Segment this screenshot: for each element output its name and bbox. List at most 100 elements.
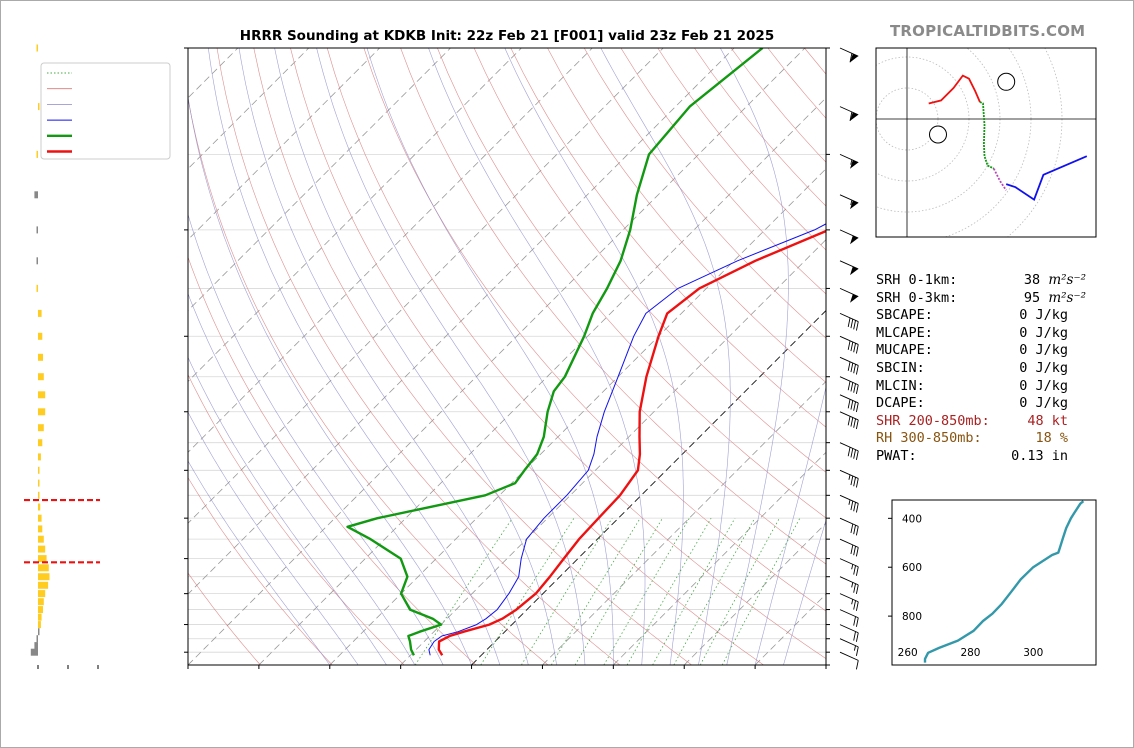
stat-label: MUCAPE: — [876, 342, 933, 359]
stat-row: MLCIN: 0 J/kg — [876, 378, 1096, 396]
wind-barb-full — [853, 565, 856, 575]
omega-bar — [38, 466, 40, 474]
wind-barb-full — [847, 399, 851, 409]
omega-bar — [38, 606, 43, 614]
isotherm-line — [683, 522, 826, 665]
wind-barb-full — [855, 660, 859, 670]
mixing-ratio-line — [699, 518, 780, 665]
omega-bar — [38, 424, 44, 432]
wind-barb-full — [847, 340, 851, 350]
stat-label: RH 300-850mb: — [876, 430, 982, 447]
wind-barb-staff — [839, 312, 859, 322]
omega-bar — [34, 642, 38, 650]
wind-barb-full — [855, 646, 859, 656]
omega-bar — [38, 628, 40, 636]
omega-bar — [38, 373, 44, 381]
stat-value: 0 J/kg — [1019, 342, 1068, 359]
wind-barb-half — [850, 159, 853, 165]
wind-barb-full — [855, 344, 859, 354]
mixing-ratio-line — [414, 517, 513, 665]
stat-row: DCAPE: 0 J/kg — [876, 395, 1096, 413]
stat-row: RH 300-850mb: 18 % — [876, 430, 1096, 448]
isotherm-line — [400, 239, 826, 665]
isotherm-line — [188, 48, 593, 453]
wind-barb-staff — [839, 106, 859, 116]
isotherm-line — [188, 48, 522, 383]
wind-barb-full — [855, 419, 859, 430]
omega-bar — [38, 503, 41, 511]
wind-barb — [839, 287, 859, 303]
stats-panel: SRH 0-1km: 38 m²s⁻² SRH 0-3km: 95 m²s⁻² SBCA… — [876, 272, 1096, 466]
wind-barb-half — [848, 474, 851, 480]
wind-barb-full — [855, 402, 859, 413]
omega-bar — [38, 613, 42, 621]
wind-barb-staff — [839, 442, 859, 452]
mixing-ratio-line — [480, 517, 575, 665]
stat-label: SHR 200-850mb: — [876, 412, 990, 429]
omega-bar — [38, 535, 44, 543]
stat-value: 48 kt — [1027, 412, 1068, 429]
wind-barb-full — [855, 566, 859, 576]
wind-barb-staff — [839, 494, 859, 504]
stat-label: SBCAPE: — [876, 307, 933, 324]
stat-value: 0.13 in — [1011, 447, 1068, 464]
pseudoadiabat-line — [208, 48, 501, 665]
pseudoadiabat-line — [188, 411, 359, 665]
stat-label: PWAT: — [876, 447, 917, 464]
omega-bar — [38, 525, 43, 533]
dry-adiabat-line — [188, 256, 477, 665]
skewt-chart — [0, 47, 859, 670]
wind-barb — [839, 356, 859, 375]
wind-barb-full — [853, 320, 856, 330]
pseudoadiabat-line — [720, 48, 789, 665]
stat-unit: m²s⁻² — [1048, 289, 1086, 306]
wind-barb-staff — [839, 576, 859, 586]
stat-value: 0 J/kg — [1019, 395, 1068, 412]
wind-barb-full — [853, 631, 856, 641]
wind-barb-full — [855, 365, 859, 375]
omega-bar — [38, 491, 40, 499]
stat-value: 38 m²s⁻² — [1023, 272, 1086, 288]
wind-barb — [839, 394, 859, 413]
wind-barb-staff — [839, 153, 859, 163]
dry-adiabat-line — [188, 373, 405, 665]
wind-barb — [839, 576, 859, 594]
wind-barb-full — [855, 384, 859, 394]
isotherm-line — [188, 48, 451, 312]
wind-barb-staff — [839, 593, 859, 603]
isotherm-line — [0, 48, 25, 665]
wind-barb — [839, 517, 859, 536]
stat-value: 0 J/kg — [1019, 359, 1068, 376]
skewt-axes-frame — [187, 47, 827, 666]
wind-barb-flag — [850, 160, 859, 169]
wind-barb-full — [855, 478, 859, 488]
dry-adiabat-line — [290, 48, 764, 665]
wind-barb-full — [853, 418, 856, 428]
wind-barb-full — [850, 362, 854, 373]
theta-e-x-tick-label: 300 — [1023, 647, 1043, 659]
dry-adiabat-line — [253, 48, 692, 665]
legend — [40, 62, 171, 160]
theta-e-y-tick-label: 400 — [902, 513, 922, 525]
wind-barb — [839, 153, 859, 169]
dry-adiabat-line — [188, 96, 549, 665]
wind-barb-full — [849, 111, 853, 122]
wind-barb — [839, 442, 859, 460]
theta-e-chart: 400 600 800 260 280 300 — [888, 499, 1097, 666]
wind-barb-staff — [839, 47, 859, 57]
wind-barb-full — [850, 475, 854, 486]
dry-adiabat-line — [188, 476, 333, 665]
isotherm-line — [188, 48, 310, 170]
pseudoadiabat-line — [754, 385, 826, 665]
wind-barb — [839, 194, 859, 210]
dry-adiabat-line — [473, 48, 826, 473]
omega-bar — [38, 621, 41, 629]
pseudoadiabat-line — [316, 48, 586, 665]
omega-bar — [36, 44, 38, 52]
wind-barb-flag — [850, 266, 859, 276]
omega-bar — [36, 284, 38, 292]
stat-label: MLCIN: — [876, 377, 925, 394]
wind-barb-flag — [850, 235, 859, 245]
dry-adiabat-line — [400, 48, 826, 565]
wind-barb-flag — [850, 200, 859, 210]
